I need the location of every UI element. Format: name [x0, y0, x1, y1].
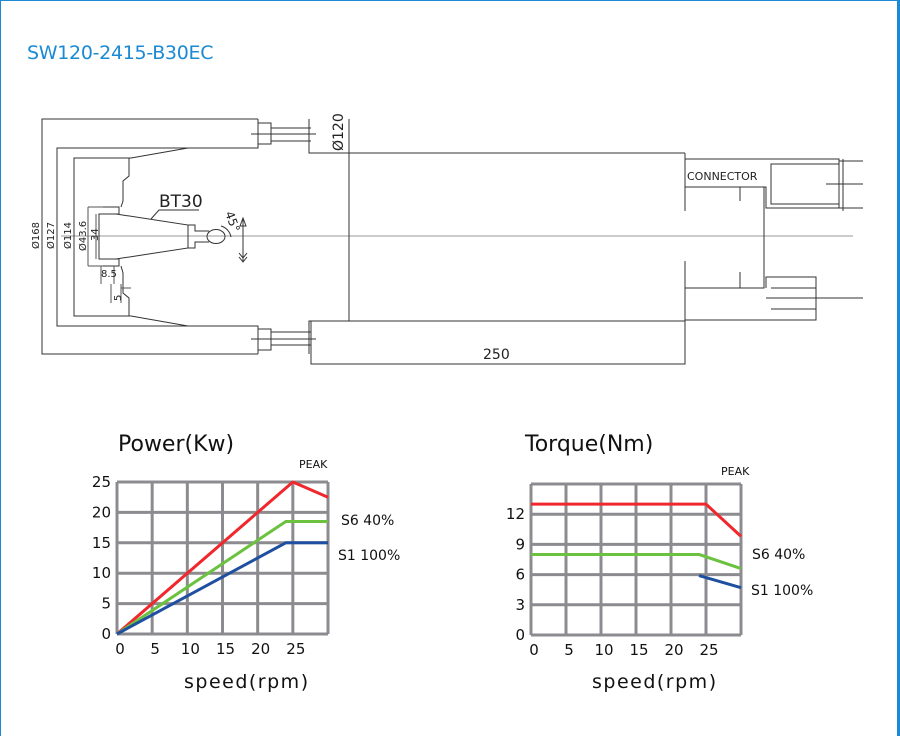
power-x-tick-label: 10: [181, 640, 200, 658]
connector-label: CONNECTOR: [687, 170, 758, 183]
power-x-tick-label: 0: [115, 640, 125, 658]
torque-series-s6-40: [531, 552, 742, 570]
dimension-lines: [87, 206, 131, 303]
dim-d127: Ø127: [45, 222, 57, 249]
dim-length: 250: [483, 347, 510, 363]
torque-x-tick-label: 15: [629, 641, 648, 659]
model-title: SW120-2415-B30EC: [27, 42, 214, 64]
torque-y-tick-label: 6: [515, 566, 525, 584]
power-y-tick-label: 10: [92, 564, 111, 582]
power-legend-s6: S6 40%: [341, 513, 394, 529]
power-y-tick-label: 5: [101, 595, 111, 613]
power-y-tick-label: 15: [92, 534, 111, 552]
torque-legend-s1: S1 100%: [751, 583, 813, 599]
bore-profile: [73, 147, 189, 327]
dim-34: 34: [90, 228, 101, 241]
power-series-peak: [116, 480, 329, 636]
dim-d120: Ø120: [331, 113, 347, 151]
torque-y-tick-label: 9: [515, 535, 525, 553]
torque-chart: Torque(Nm) speed(rpm) PEAK S6 40% S1 100…: [506, 432, 813, 693]
arrow-icon: [238, 216, 248, 263]
housing-bottom-block: [251, 328, 316, 351]
power-series-s1-100: [116, 541, 328, 636]
power-x-tick-label: 25: [286, 640, 305, 658]
power-y-tick-label: 25: [92, 473, 111, 491]
torque-legend-s6: S6 40%: [752, 547, 805, 563]
bt30-taper: [98, 206, 209, 267]
torque-x-tick-label: 10: [594, 641, 613, 659]
power-chart: Power(Kw) speed(rpm) PEAK S6 40% S1 100%…: [92, 432, 400, 693]
power-chart-title: Power(Kw): [118, 432, 234, 457]
torque-xlabel: speed(rpm): [592, 671, 718, 693]
dim-d43: Ø43.6: [77, 221, 89, 251]
flange-step: [308, 119, 686, 365]
pull-stud-knob: [206, 229, 226, 244]
taper-label: BT30: [159, 192, 203, 212]
torque-legend-peak: PEAK: [721, 465, 750, 478]
dim-angle: 45°: [222, 209, 242, 234]
torque-x-tick-label: 5: [564, 641, 574, 659]
housing-top-block: [251, 122, 316, 145]
torque-series-peak: [531, 502, 743, 538]
power-series-s6-40: [116, 520, 328, 636]
power-x-tick-label: 5: [150, 640, 160, 658]
spindle-drawing: Ø168 Ø127 Ø114 Ø43.6 34 8.5 5 45° BT30 Ø…: [30, 113, 863, 365]
torque-y-tick-label: 12: [506, 505, 525, 523]
torque-x-tick-label: 0: [529, 641, 539, 659]
motor-body: [348, 119, 686, 321]
torque-y-tick-label: 3: [515, 596, 525, 614]
dim-5: 5: [113, 295, 124, 301]
power-y-tick-label: 20: [92, 503, 111, 521]
power-legend-peak: PEAK: [299, 458, 328, 471]
torque-series-s1-100: [698, 574, 742, 590]
torque-y-tick-label: 0: [515, 626, 525, 644]
torque-x-tick-label: 25: [699, 641, 718, 659]
power-x-tick-label: 15: [216, 640, 235, 658]
dim-d114: Ø114: [62, 222, 74, 249]
dim-8-5: 8.5: [101, 269, 117, 280]
angle-arc: [220, 225, 232, 238]
dim-d168: Ø168: [30, 222, 42, 249]
bt30-leader: [150, 209, 199, 220]
power-legend-s1: S1 100%: [338, 548, 400, 564]
power-xlabel: speed(rpm): [184, 671, 310, 693]
torque-chart-title: Torque(Nm): [524, 432, 653, 457]
power-y-tick-label: 0: [101, 625, 111, 643]
power-x-tick-label: 20: [251, 640, 270, 658]
torque-x-tick-label: 20: [664, 641, 683, 659]
connector-outline: [685, 158, 863, 321]
housing-outline: [41, 118, 259, 355]
